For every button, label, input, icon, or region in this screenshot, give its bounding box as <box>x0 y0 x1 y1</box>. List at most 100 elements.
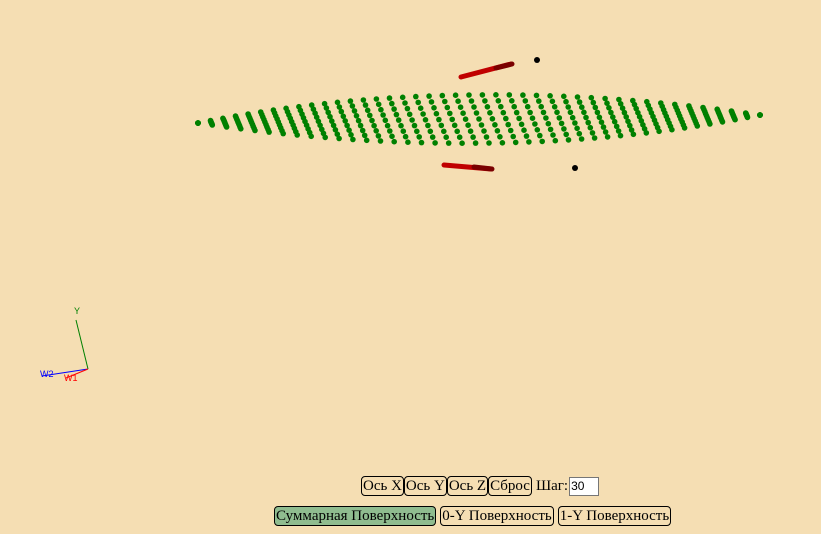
surface-point <box>615 128 622 134</box>
surface-point <box>681 125 688 131</box>
surface-point <box>353 113 360 119</box>
axis-z-button[interactable]: Ось Z <box>446 476 489 496</box>
surface-point <box>471 104 477 110</box>
surface-point <box>486 140 492 146</box>
surface-point <box>470 134 476 140</box>
surface-point <box>521 127 527 133</box>
surface-point <box>456 134 463 140</box>
surface-point <box>538 103 544 110</box>
surface-point <box>444 104 451 111</box>
surface-point <box>500 109 507 116</box>
surface-point <box>489 116 496 122</box>
surface-point <box>588 94 595 101</box>
surface-point <box>719 119 726 125</box>
surface-point <box>432 140 438 146</box>
surface-point <box>484 104 491 110</box>
surface-point <box>427 128 434 135</box>
surface-point <box>591 135 598 141</box>
surface-point <box>465 122 471 128</box>
surface-point <box>567 109 574 116</box>
axes-gizmo: Y W2 W1 <box>40 306 89 383</box>
surface-point <box>627 122 633 129</box>
surface-point <box>373 96 380 102</box>
surface-point <box>332 127 339 133</box>
data-markers <box>441 57 578 172</box>
reset-button[interactable]: Сброс <box>488 476 532 496</box>
surface-point <box>556 115 563 121</box>
surface-point <box>425 122 431 129</box>
surface-point <box>336 104 343 110</box>
surface-point <box>574 125 580 132</box>
surface-point <box>478 122 485 128</box>
surface-point <box>452 92 459 98</box>
surface-point <box>391 138 398 145</box>
surface-point <box>321 100 328 107</box>
marker-point-bottom <box>572 165 578 171</box>
surface-point <box>623 114 629 120</box>
surface-point <box>630 131 637 138</box>
surface-point <box>552 137 559 144</box>
axis-y-button[interactable]: Ось Y <box>403 476 447 496</box>
surface-point <box>327 113 333 120</box>
surface-point <box>499 140 506 146</box>
surface-point <box>404 105 411 112</box>
surface-point <box>547 93 553 99</box>
surface-point <box>377 138 384 144</box>
surface-point <box>579 104 585 110</box>
surface-point <box>522 98 529 104</box>
surface-point <box>443 134 450 140</box>
axis-toolbar: Ось X Ось Y Ось Z Сброс Шаг: <box>361 476 600 496</box>
surface-point <box>581 109 587 116</box>
surface-point <box>460 110 466 116</box>
surface-point <box>387 128 393 134</box>
axis-w2-label: W2 <box>40 369 54 379</box>
surface-point <box>510 133 516 140</box>
surface-point <box>551 104 558 110</box>
surface-point <box>610 114 616 120</box>
total-surface-button[interactable]: Суммарная Поверхность <box>274 506 437 526</box>
surface-point <box>572 120 578 126</box>
surface-point <box>550 132 556 138</box>
surface-point <box>493 92 499 98</box>
surface-point <box>625 118 631 125</box>
surface-point <box>512 139 519 146</box>
surface-point <box>643 130 650 136</box>
y0-surface-button[interactable]: 0-Y Поверхность <box>440 506 554 526</box>
step-input[interactable] <box>569 476 600 496</box>
surface-point <box>373 128 380 134</box>
surface-point <box>433 110 440 117</box>
surface-point <box>565 137 572 143</box>
surface-point <box>576 99 583 105</box>
surface-point <box>438 122 445 129</box>
y1-surface-button[interactable]: 1-Y Поверхность <box>557 506 672 526</box>
surface-point <box>576 130 583 137</box>
surface-point <box>574 94 581 100</box>
surface-point <box>411 122 418 129</box>
surface-point <box>529 115 536 121</box>
surface-point <box>451 122 458 129</box>
surface-point <box>346 127 352 133</box>
surface-point <box>340 113 347 120</box>
axis-y-line <box>75 319 89 370</box>
marker-line-top-dark <box>493 61 515 71</box>
axis-y-label: Y <box>74 306 80 316</box>
surface-point <box>524 103 531 110</box>
surface-point <box>590 99 597 106</box>
surface-point <box>455 98 461 104</box>
surface-point <box>329 118 335 124</box>
surface-point <box>744 114 751 121</box>
surface-point <box>732 116 738 123</box>
axis-x-button[interactable]: Ось X <box>361 476 404 496</box>
surface-point <box>428 99 435 105</box>
surface-point <box>322 134 329 141</box>
surface-point <box>351 108 358 114</box>
surface-point <box>384 122 391 129</box>
surface-point <box>347 98 354 104</box>
surface-point <box>431 105 437 111</box>
surface-point <box>533 92 540 99</box>
surface-point <box>280 130 287 137</box>
surface-toolbar: Суммарная Поверхность 0-Y Поверхность 1-… <box>274 506 672 526</box>
surface-point <box>350 136 356 143</box>
surface-point <box>369 117 375 124</box>
